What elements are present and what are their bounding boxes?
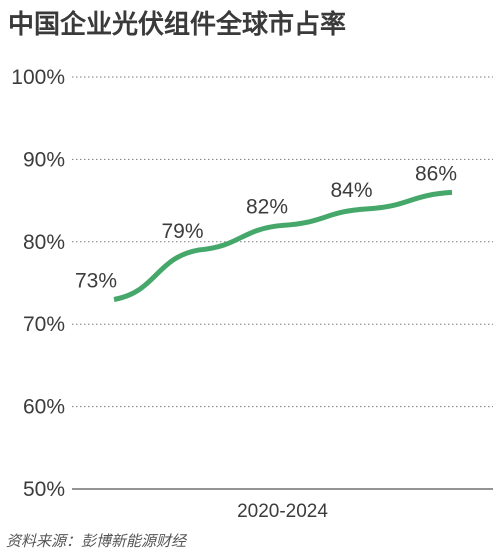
y-tick-label: 70% — [23, 313, 65, 336]
y-tick-label: 60% — [23, 396, 65, 419]
y-tick-label: 90% — [23, 148, 65, 171]
chart-title: 中国企业光伏组件全球市占率 — [8, 10, 347, 40]
data-label: 73% — [75, 269, 117, 292]
y-tick-label: 80% — [23, 231, 65, 254]
data-label: 82% — [246, 195, 288, 218]
data-label: 86% — [415, 162, 457, 185]
data-label: 79% — [161, 220, 203, 243]
data-labels: 73% 79% 82% 84% 86% — [75, 162, 457, 292]
series-line — [113, 189, 453, 302]
grid-layer — [72, 76, 493, 408]
y-tick-label: 50% — [23, 478, 65, 501]
source-note: 资料来源：彭博新能源财经 — [6, 532, 187, 550]
y-tick-label: 100% — [11, 66, 65, 89]
data-label: 84% — [330, 179, 372, 202]
y-axis-ticks: 50% 60% 70% 80% 90% 100% — [11, 66, 65, 501]
x-axis-label: 2020-2024 — [237, 501, 328, 522]
